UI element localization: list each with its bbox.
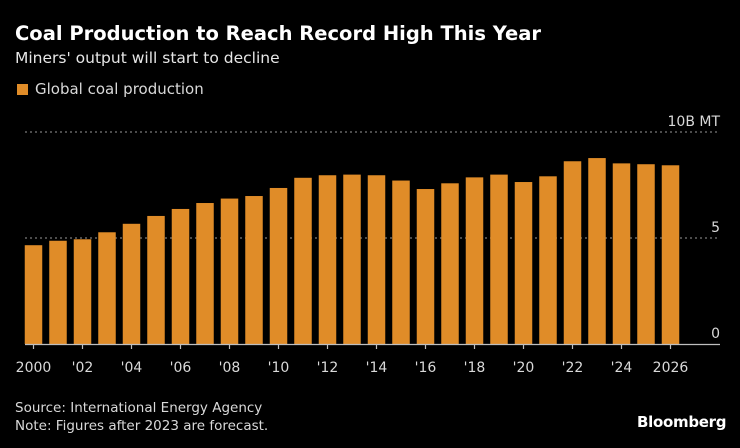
bar-2011 [294, 177, 312, 344]
y-tick-label-0: 0 [711, 326, 720, 342]
x-tick-label-2020: '20 [513, 360, 535, 376]
x-tick-label-2024: '24 [611, 360, 633, 376]
x-tick-label-2022: '22 [562, 360, 584, 376]
bar-2024 [612, 163, 631, 344]
y-axis-labels: 0 5 10B MT [668, 114, 721, 342]
bar-2026 [661, 165, 680, 344]
bar-2023 [588, 158, 606, 344]
bar-2018 [465, 177, 484, 344]
bar-2009 [245, 196, 263, 344]
bar-2020 [514, 182, 533, 344]
bar-2015 [392, 180, 410, 344]
x-tick-label-2004: '04 [121, 360, 143, 376]
bar-2001 [49, 240, 67, 344]
bar-2025 [637, 164, 655, 344]
bar-2022 [563, 161, 582, 344]
x-tick-label-2014: '14 [366, 360, 388, 376]
x-tick-label-2012: '12 [317, 360, 339, 376]
y-tick-label-5: 5 [711, 220, 720, 236]
x-tick-label-2002: '02 [72, 360, 94, 376]
y-tick-label-10: 10B MT [668, 114, 721, 130]
bar-2008 [220, 198, 239, 344]
gridlines [25, 131, 720, 239]
source-note: Source: International Energy Agency [15, 400, 263, 416]
chart-title: Coal Production to Reach Record High Thi… [15, 22, 542, 45]
x-axis: 2000 '02 '04 '06 '08 '10 '12 '14 '16 '18 '20 '22 '24… [16, 343, 720, 376]
bar-2013 [343, 174, 361, 344]
bar-2016 [416, 189, 435, 344]
bars [24, 158, 680, 344]
bar-2010 [269, 187, 288, 344]
bar-2017 [441, 183, 459, 344]
x-tick-label-2026: 2026 [653, 360, 689, 376]
bar-2019 [490, 174, 508, 344]
x-tick-label-2010: '10 [268, 360, 290, 376]
bar-2003 [98, 232, 116, 344]
x-tick-label-2006: '06 [170, 360, 192, 376]
bar-2021 [539, 176, 557, 344]
forecast-note: Note: Figures after 2023 are forecast. [15, 418, 269, 434]
bar-2006 [171, 208, 190, 344]
chart-subtitle: Miners' output will start to decline [15, 49, 280, 67]
x-tick-label-2008: '08 [219, 360, 241, 376]
legend-label-global-coal-production: Global coal production [35, 80, 204, 98]
bar-2004 [122, 223, 141, 344]
bar-2000 [24, 245, 43, 344]
bar-2012 [318, 175, 337, 344]
x-tick-label-2016: '16 [415, 360, 437, 376]
bar-2005 [147, 215, 165, 344]
bar-2014 [367, 175, 386, 344]
bloomberg-logo: Bloomberg [637, 413, 727, 431]
legend-swatch-global-coal-production [17, 83, 28, 95]
bar-2002 [73, 239, 92, 344]
legend: Global coal production [17, 80, 204, 98]
bar-2007 [196, 203, 214, 344]
x-tick-label-2000: 2000 [16, 360, 52, 376]
x-tick-label-2018: '18 [464, 360, 486, 376]
